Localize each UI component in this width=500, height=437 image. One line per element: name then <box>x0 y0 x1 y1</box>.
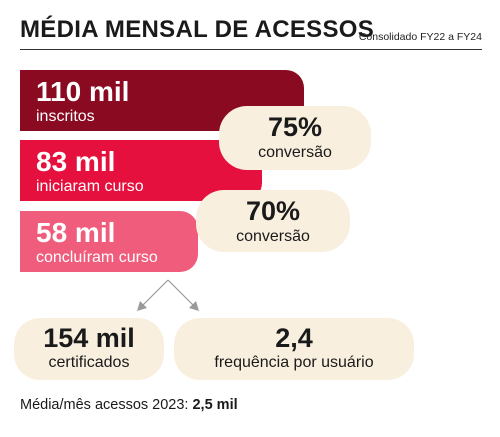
footer-value: 2,5 mil <box>192 397 238 413</box>
funnel-bar-inscritos: 110 mil inscritos <box>20 70 304 131</box>
split-arrow-left-icon <box>137 279 169 311</box>
funnel-value: 83 mil <box>36 146 116 177</box>
result-label: certificados <box>48 354 130 371</box>
funnel-label: iniciaram curso <box>36 178 144 195</box>
conversion-pill-1: 75% conversão <box>219 106 371 170</box>
result-label: frequência por usuário <box>214 354 374 371</box>
result-certificados: 154 mil certificados <box>14 318 164 380</box>
result-value: 2,4 <box>275 323 313 353</box>
funnel-label: concluíram curso <box>36 249 158 266</box>
result-value: 154 mil <box>43 323 135 353</box>
footer-label: Média/mês acessos 2023: <box>20 397 189 413</box>
conversion-label: conversão <box>258 144 332 161</box>
conversion-label: conversão <box>236 228 310 245</box>
footer-note: Média/mês acessos 2023: 2,5 mil <box>20 397 238 413</box>
funnel-value: 110 mil <box>36 76 130 107</box>
header-divider <box>20 49 482 50</box>
funnel-bar-concluiram: 58 mil concluíram curso <box>20 211 198 272</box>
conversion-value: 75% <box>267 112 323 142</box>
conversion-pill-2: 70% conversão <box>196 190 350 252</box>
page-title: MÉDIA MENSAL DE ACESSOS <box>20 16 375 43</box>
header: MÉDIA MENSAL DE ACESSOS Consolidado FY22… <box>20 14 482 48</box>
split-arrow-right-icon <box>167 279 199 311</box>
page-subtitle: Consolidado FY22 a FY24 <box>358 31 482 43</box>
result-frequencia: 2,4 frequência por usuário <box>174 318 414 380</box>
conversion-value: 70% <box>245 196 301 226</box>
funnel-label: inscritos <box>36 108 95 125</box>
funnel-value: 58 mil <box>36 217 116 248</box>
